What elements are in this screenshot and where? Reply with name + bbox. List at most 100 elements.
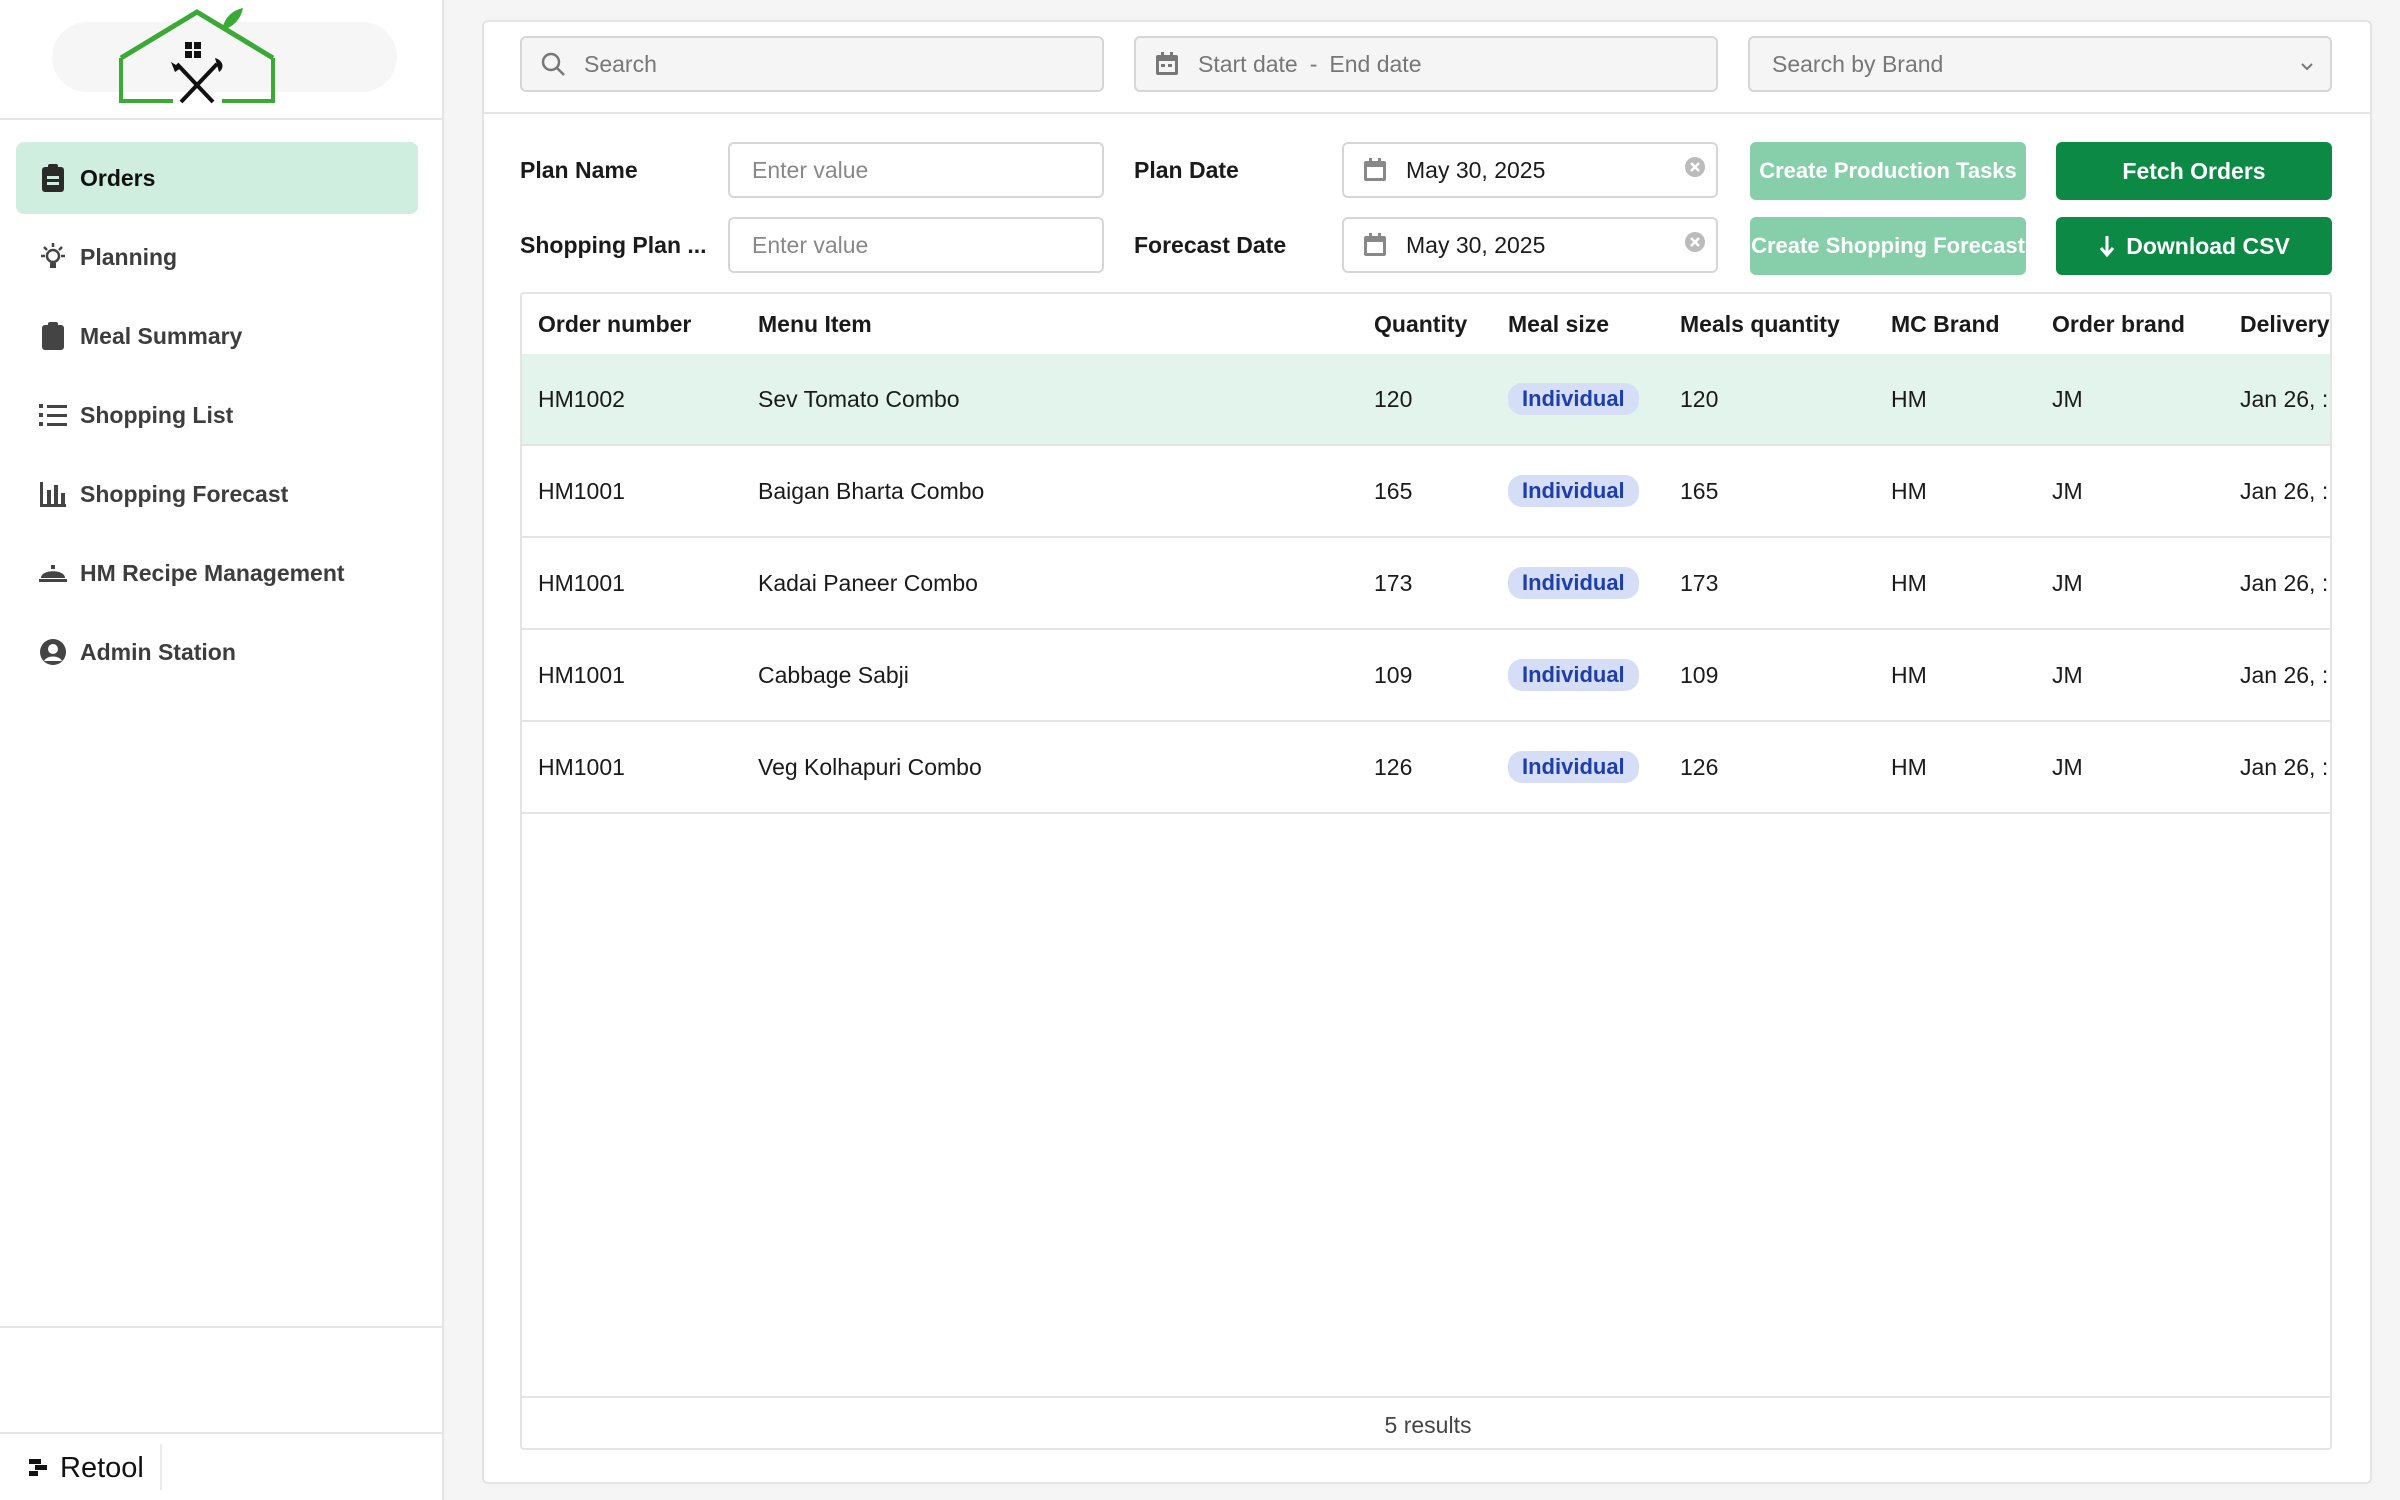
table-row[interactable]: HM1001 Veg Kolhapuri Combo 126 Individua… — [522, 722, 2330, 814]
menu-item-cell: Sev Tomato Combo — [758, 385, 960, 412]
sidebar-item-shopping-list[interactable]: Shopping List — [16, 379, 418, 451]
sidebar-item-label: Shopping Forecast — [80, 480, 289, 507]
create-production-tasks-button[interactable]: Create Production Tasks — [1750, 142, 2026, 200]
date-range-input[interactable]: Start date - End date — [1134, 36, 1718, 92]
start-date-placeholder[interactable]: Start date — [1198, 50, 1298, 77]
results-count: 5 results — [1384, 1411, 1472, 1438]
order-number-cell: HM1001 — [538, 569, 625, 596]
sidebar-item-hm-recipe-management[interactable]: HM Recipe Management — [16, 537, 418, 609]
search-icon — [538, 49, 568, 79]
calendar-icon — [1360, 230, 1390, 260]
sidebar-item-admin-station[interactable]: Admin Station — [16, 616, 418, 688]
plan-name-placeholder: Enter value — [752, 156, 869, 183]
column-header[interactable]: MC Brand — [1891, 310, 2000, 337]
column-header[interactable]: Meal size — [1508, 310, 1609, 337]
cloche-icon — [36, 556, 70, 590]
table-row[interactable]: HM1002 Sev Tomato Combo 120 Individual 1… — [522, 354, 2330, 446]
quantity-cell: 173 — [1374, 569, 1413, 596]
end-date-placeholder[interactable]: End date — [1329, 50, 1422, 77]
divider — [160, 1444, 162, 1490]
shopping-plan-label: Shopping Plan ... — [520, 231, 707, 258]
meals-quantity-cell: 120 — [1680, 385, 1719, 412]
meal-size-cell: Individual — [1508, 354, 1639, 444]
delivery-cell: Jan 26, : — [2240, 569, 2329, 596]
delivery-cell: Jan 26, : — [2240, 661, 2329, 688]
menu-item-cell: Cabbage Sabji — [758, 661, 909, 688]
search-placeholder: Search — [584, 50, 657, 77]
sidebar-item-label: Shopping List — [80, 401, 234, 428]
retool-brand[interactable]: Retool — [28, 1448, 144, 1488]
plan-name-input[interactable]: Enter value — [728, 142, 1104, 198]
meal-size-cell: Individual — [1508, 722, 1639, 812]
order-brand-cell: JM — [2052, 661, 2083, 688]
quantity-cell: 109 — [1374, 661, 1413, 688]
download-icon — [2100, 236, 2115, 258]
clipboard-icon — [36, 161, 70, 195]
sidebar-nav: Orders Planning Meal Summary Shopping Li… — [16, 142, 418, 695]
quantity-cell: 120 — [1374, 385, 1413, 412]
table-row[interactable]: HM1001 Baigan Bharta Combo 165 Individua… — [522, 446, 2330, 538]
sidebar-item-planning[interactable]: Planning — [16, 221, 418, 293]
plan-date-input[interactable]: May 30, 2025 — [1342, 142, 1718, 198]
sidebar-item-label: Orders — [80, 164, 156, 191]
order-number-cell: HM1001 — [538, 661, 625, 688]
mc-brand-cell: HM — [1891, 569, 1927, 596]
meal-size-cell: Individual — [1508, 630, 1639, 720]
fetch-orders-button[interactable]: Fetch Orders — [2056, 142, 2332, 200]
forecast-date-value: May 30, 2025 — [1406, 231, 1546, 258]
sidebar: Orders Planning Meal Summary Shopping Li… — [0, 0, 444, 1500]
user-circle-icon — [36, 635, 70, 669]
clear-icon[interactable] — [1684, 156, 1706, 184]
menu-item-cell: Veg Kolhapuri Combo — [758, 753, 982, 780]
download-csv-button[interactable]: Download CSV — [2056, 217, 2332, 275]
orders-table: Order number Menu Item Quantity Meal siz… — [520, 292, 2332, 1450]
sidebar-item-label: HM Recipe Management — [80, 559, 345, 586]
column-header[interactable]: Order number — [538, 310, 692, 337]
shopping-plan-input[interactable]: Enter value — [728, 217, 1104, 273]
clear-icon[interactable] — [1684, 231, 1706, 259]
table-header: Order number Menu Item Quantity Meal siz… — [522, 294, 2330, 356]
sidebar-item-shopping-forecast[interactable]: Shopping Forecast — [16, 458, 418, 530]
mc-brand-cell: HM — [1891, 385, 1927, 412]
table-row[interactable]: HM1001 Cabbage Sabji 109 Individual 109 … — [522, 630, 2330, 722]
filter-bar: Search Start date - End date Search by B… — [484, 22, 2370, 114]
brand-select[interactable]: Search by Brand — [1748, 36, 2332, 92]
column-header[interactable]: Quantity — [1374, 310, 1468, 337]
column-header[interactable]: Menu Item — [758, 310, 872, 337]
brand-placeholder: Search by Brand — [1772, 50, 1944, 77]
column-header[interactable]: Meals quantity — [1680, 310, 1840, 337]
divider — [0, 1432, 442, 1434]
column-header[interactable]: Order brand — [2052, 310, 2185, 337]
list-icon — [36, 398, 70, 432]
create-shopping-forecast-button[interactable]: Create Shopping Forecast — [1750, 217, 2026, 275]
order-brand-cell: JM — [2052, 385, 2083, 412]
clipboard-icon — [36, 319, 70, 353]
shopping-plan-placeholder: Enter value — [752, 231, 869, 258]
forecast-date-input[interactable]: May 30, 2025 — [1342, 217, 1718, 273]
quantity-cell: 126 — [1374, 753, 1413, 780]
order-brand-cell: JM — [2052, 569, 2083, 596]
menu-item-cell: Baigan Bharta Combo — [758, 477, 985, 504]
sidebar-item-orders[interactable]: Orders — [16, 142, 418, 214]
sidebar-item-meal-summary[interactable]: Meal Summary — [16, 300, 418, 372]
search-input[interactable]: Search — [520, 36, 1104, 92]
chevron-down-icon — [2300, 51, 2314, 78]
mc-brand-cell: HM — [1891, 661, 1927, 688]
divider — [0, 1326, 442, 1328]
meal-size-badge: Individual — [1508, 659, 1639, 691]
menu-item-cell: Kadai Paneer Combo — [758, 569, 978, 596]
table-row[interactable]: HM1001 Kadai Paneer Combo 173 Individual… — [522, 538, 2330, 630]
sidebar-item-label: Meal Summary — [80, 322, 243, 349]
logo-area — [0, 0, 442, 120]
lightbulb-icon — [36, 240, 70, 274]
meal-size-badge: Individual — [1508, 475, 1639, 507]
order-brand-cell: JM — [2052, 753, 2083, 780]
meals-quantity-cell: 109 — [1680, 661, 1719, 688]
calendar-icon — [1360, 155, 1390, 185]
meals-quantity-cell: 165 — [1680, 477, 1719, 504]
order-number-cell: HM1001 — [538, 753, 625, 780]
column-header[interactable]: Delivery — [2240, 310, 2330, 337]
plan-name-label: Plan Name — [520, 156, 638, 183]
mc-brand-cell: HM — [1891, 753, 1927, 780]
meals-quantity-cell: 126 — [1680, 753, 1719, 780]
